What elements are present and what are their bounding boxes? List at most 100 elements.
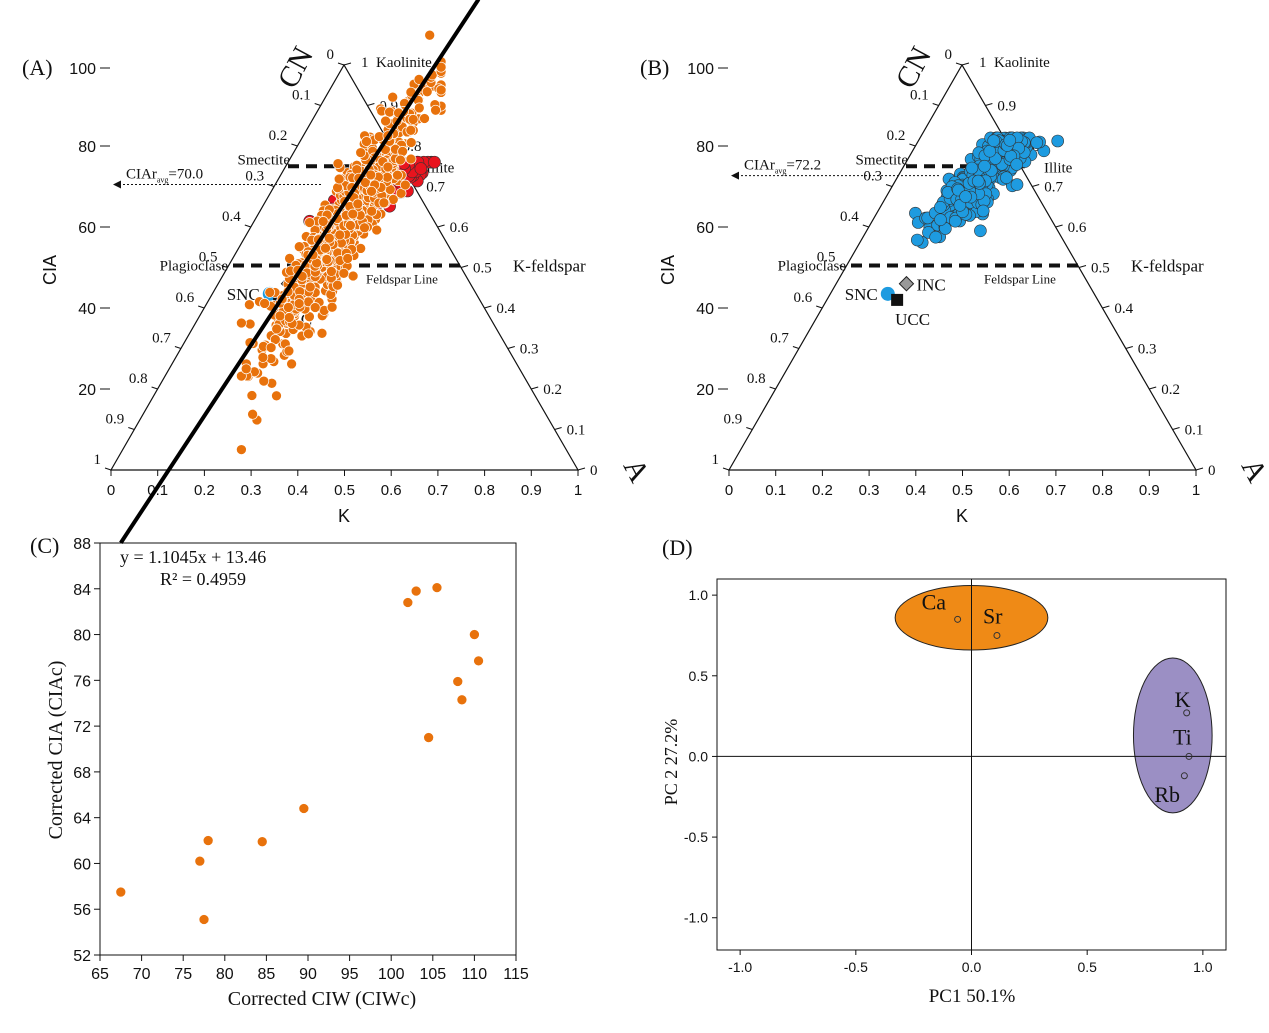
cn-tick-label: 0.9: [106, 412, 125, 428]
data-point: [959, 190, 972, 203]
cn-tick-label: 0.3: [863, 169, 882, 185]
data-point: [361, 136, 372, 147]
data-point: [387, 91, 399, 103]
data-point: [293, 298, 305, 309]
x-tick-label: 110: [462, 966, 488, 983]
cn-tick-label: 0.5: [817, 250, 836, 266]
cn-tick-label: 0.4: [222, 209, 241, 225]
k-tick-label: 0.5: [334, 482, 355, 499]
a-tick-label: 0.2: [1161, 382, 1180, 398]
a-tick-mark: [507, 346, 515, 349]
cn-tick-label: 0.6: [175, 290, 194, 306]
cn-tick-mark: [221, 265, 228, 268]
data-point: [978, 159, 991, 173]
a-tick-label: 0.5: [473, 261, 492, 277]
a-tick-mark: [1102, 305, 1110, 309]
loading-label: Ca: [922, 589, 947, 614]
y-tick-label: 80: [73, 628, 91, 645]
cn-tick-label: 0.7: [770, 331, 789, 347]
a-tick-mark: [1125, 346, 1133, 349]
data-point: [326, 301, 338, 313]
data-point: [321, 254, 333, 265]
x-tick-label: 90: [299, 966, 317, 983]
cn-tick-mark: [839, 265, 846, 268]
a-axis-label: A: [1235, 453, 1269, 488]
data-point: [452, 676, 464, 687]
smectite-label: Smectite: [238, 152, 291, 168]
cia-tick-label: 80: [78, 139, 96, 156]
smectite-label: Smectite: [856, 152, 909, 168]
cn-tick-mark: [955, 62, 963, 66]
cia-tick-label: 20: [696, 382, 714, 399]
feldspar-line-label: Feldspar Line: [984, 272, 1056, 287]
k-tick-label: 0.9: [521, 482, 542, 499]
data-point: [236, 317, 247, 329]
data-point: [473, 655, 484, 667]
a-tick-mark: [1149, 386, 1157, 390]
data-point: [424, 29, 436, 41]
panel-c-scatter: (C)65 70 75 80 85 90 95 100 105 110 11552566064687…: [30, 0, 529, 1010]
illite-label: Illite: [1044, 160, 1073, 176]
k-tick-label: 1: [1192, 482, 1200, 499]
a-tick-mark: [1032, 184, 1040, 187]
loading-point: [1185, 752, 1193, 760]
cn-tick-label: 0: [945, 47, 953, 63]
x-tick-label: -0.5: [844, 959, 868, 975]
data-point: [257, 352, 269, 363]
data-point: [326, 266, 337, 277]
regression-equation: y = 1.1045x + 13.46: [120, 547, 266, 567]
a-tick-label: 0.5: [1091, 261, 1110, 277]
k-tick-label: 0: [725, 482, 733, 499]
data-point: [380, 115, 391, 127]
cn-tick-mark: [932, 103, 939, 106]
data-point: [382, 171, 393, 183]
data-point: [283, 302, 294, 313]
data-point: [347, 208, 359, 220]
cn-tick-mark: [314, 103, 321, 106]
data-point: [405, 137, 417, 148]
a-tick-mark: [531, 386, 539, 390]
data-point: [405, 153, 417, 165]
cia-avg-value: =70.0: [168, 167, 203, 183]
k-tick-label: 0.9: [1139, 482, 1160, 499]
a-tick-mark: [577, 467, 586, 471]
x-tick-label: 80: [216, 966, 234, 983]
data-point: [1000, 171, 1013, 184]
data-point: [953, 199, 967, 212]
cn-axis-label: CN: [889, 41, 938, 93]
k-tick-label: 0.6: [999, 482, 1020, 499]
data-point: [198, 914, 210, 925]
data-point: [365, 169, 377, 181]
k-tick-label: 0.7: [1045, 482, 1066, 499]
data-point: [428, 155, 441, 169]
loading-label: Rb: [1154, 782, 1180, 807]
data-point: [352, 198, 364, 210]
a-tick-label: 0: [1208, 463, 1216, 479]
a-tick-label: 0.7: [1044, 180, 1063, 196]
cia-avg-sub: avg: [775, 167, 787, 176]
data-point: [316, 327, 328, 339]
cia-tick-label: 80: [696, 139, 714, 156]
data-point: [334, 229, 346, 241]
panel-label: (B): [640, 55, 669, 80]
cn-tick-label: 0.2: [269, 128, 288, 144]
a-tick-mark: [343, 62, 352, 66]
cn-tick-mark: [792, 346, 800, 349]
data-point: [469, 629, 480, 640]
cn-tick-label: 0.1: [910, 88, 929, 104]
cn-tick-mark: [267, 184, 275, 187]
data-point: [1010, 178, 1024, 191]
cn-tick-label: 0.8: [747, 371, 766, 387]
data-point: [283, 312, 295, 323]
data-points: [115, 29, 484, 925]
data-point: [286, 358, 297, 370]
cn-tick-label: 0.7: [152, 331, 171, 347]
data-point: [934, 201, 947, 214]
r-squared: R² = 0.4959: [160, 569, 246, 589]
a-tick-label: 0.4: [496, 301, 515, 317]
data-point: [345, 220, 356, 231]
cia-avg-label: CIAravg=72.2: [744, 158, 821, 176]
data-point: [405, 124, 417, 136]
y-tick-label: 0.0: [689, 748, 709, 764]
